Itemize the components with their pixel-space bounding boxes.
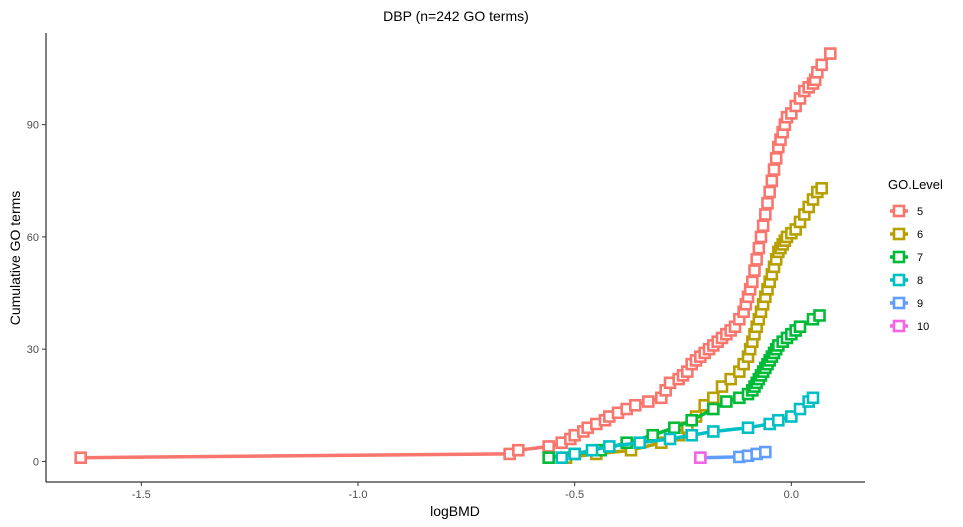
data-point [568, 447, 581, 461]
data-point [685, 428, 698, 442]
data-point [806, 391, 820, 405]
y-axis-title: Cumulative GO terms [7, 191, 23, 326]
legend-items: 5 6 7 8 9 10 [890, 204, 929, 333]
data-point [824, 47, 837, 60]
legend-key-marker [892, 250, 906, 264]
legend-key-marker [892, 204, 906, 218]
legend-label: 8 [917, 275, 923, 287]
data-point [813, 309, 826, 322]
legend-label: 10 [917, 321, 929, 333]
chart-title: DBP (n=242 GO terms) [383, 8, 529, 24]
data-point [769, 152, 783, 165]
data-point [646, 428, 659, 442]
data-point [707, 402, 720, 416]
y-tick-label: 60 [27, 232, 39, 244]
y-ticks: 0 30 60 90 [27, 120, 46, 468]
x-tick-label: 0.0 [784, 489, 799, 501]
plot-area [74, 47, 837, 464]
data-point [715, 380, 729, 393]
x-ticks: -1.5 -1.0 -0.5 0.0 [132, 482, 799, 501]
data-point [707, 425, 720, 438]
data-point [815, 58, 828, 72]
legend-label: 5 [917, 206, 923, 218]
data-point [765, 174, 779, 188]
series-5 [74, 47, 837, 464]
data-point [815, 181, 828, 195]
data-point [642, 395, 655, 408]
data-point [752, 241, 766, 255]
x-tick-label: -0.5 [565, 489, 584, 501]
legend-label: 7 [917, 252, 923, 264]
legend-item: 8 [890, 273, 923, 287]
legend-item: 6 [890, 227, 923, 241]
data-point [750, 253, 763, 266]
data-point [720, 395, 733, 408]
data-point [724, 372, 737, 386]
data-point [629, 398, 642, 412]
data-point [741, 421, 755, 435]
data-point [759, 445, 772, 459]
data-point [555, 451, 568, 464]
data-point [707, 391, 720, 405]
data-point [603, 440, 616, 453]
legend: GO.Level 5 6 7 8 9 10 [888, 177, 943, 333]
series-8 [555, 391, 820, 464]
x-tick-label: -1.5 [132, 489, 151, 501]
data-point [542, 451, 555, 464]
data-point [685, 413, 698, 427]
series-7 [542, 309, 826, 464]
x-tick-label: -1.0 [349, 489, 368, 501]
legend-title: GO.Level [888, 177, 943, 192]
data-point [74, 451, 87, 464]
series-6 [559, 181, 828, 464]
data-point [542, 440, 555, 453]
data-point [668, 421, 681, 435]
data-point [761, 196, 774, 210]
data-point [763, 185, 776, 199]
legend-item: 5 [890, 204, 923, 218]
legend-item: 9 [890, 296, 923, 310]
data-point [793, 402, 807, 416]
data-point [793, 320, 807, 334]
data-point [767, 163, 781, 176]
y-tick-label: 0 [33, 456, 39, 468]
data-point [633, 436, 646, 450]
data-point [756, 219, 770, 232]
legend-key-marker [892, 296, 906, 310]
data-point [694, 451, 707, 464]
legend-key-marker [892, 319, 906, 333]
data-point [746, 275, 759, 289]
data-point [512, 443, 525, 457]
legend-item: 7 [890, 250, 923, 264]
y-tick-label: 30 [27, 344, 39, 356]
legend-label: 9 [917, 298, 923, 310]
legend-label: 6 [917, 229, 923, 241]
x-axis-title: logBMD [430, 503, 480, 519]
data-point [759, 208, 772, 221]
data-point [663, 432, 677, 446]
data-point [754, 230, 768, 244]
series-10 [694, 451, 707, 464]
data-point [748, 264, 761, 277]
data-point [772, 413, 785, 427]
y-tick-label: 90 [27, 120, 39, 132]
legend-key-marker [892, 273, 906, 287]
legend-item: 10 [890, 319, 929, 333]
legend-key-marker [892, 227, 906, 241]
data-point [785, 410, 798, 423]
data-point [585, 443, 599, 457]
